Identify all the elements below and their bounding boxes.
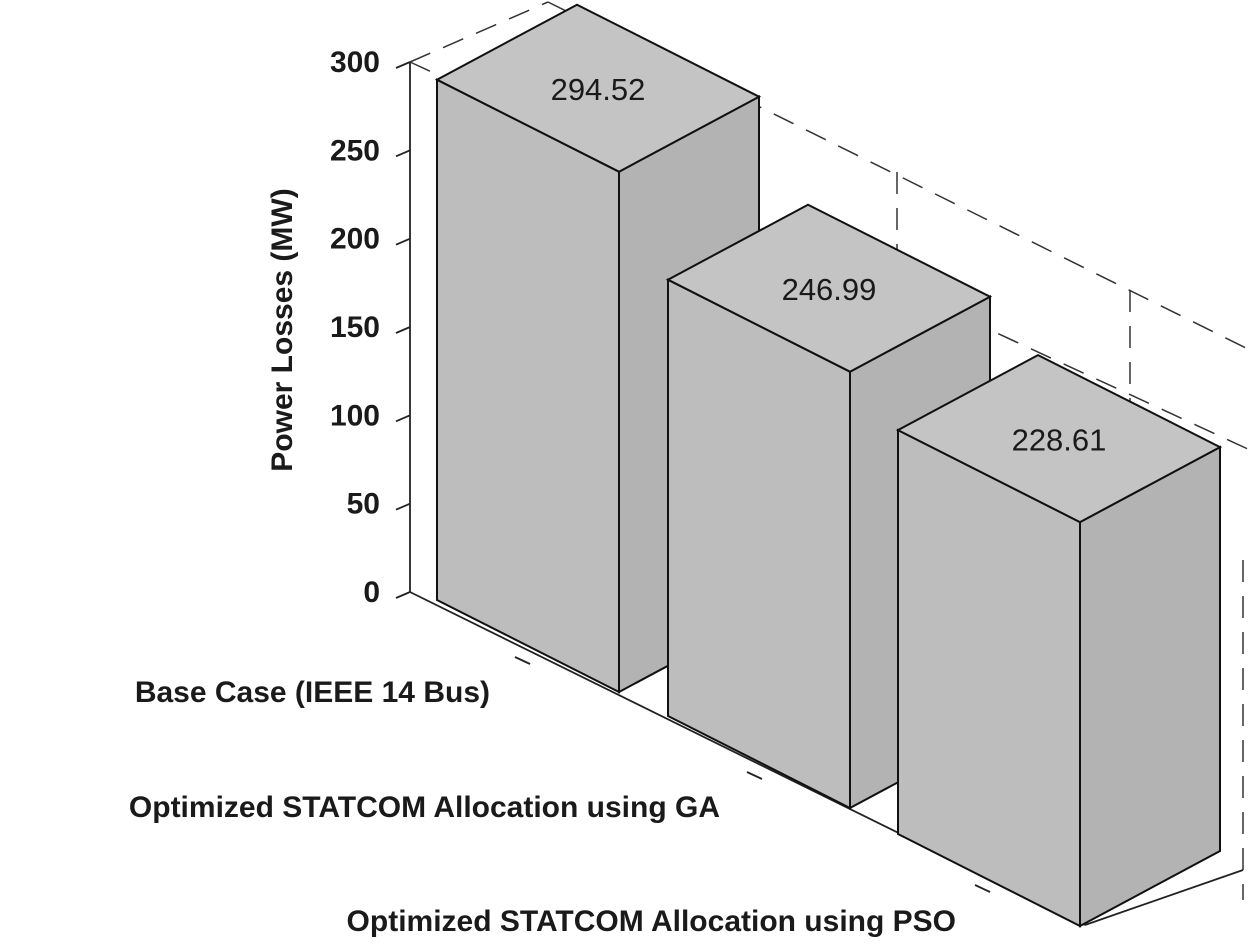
y-tick-mark xyxy=(395,237,411,246)
y-tick-mark xyxy=(395,591,411,599)
grid-line xyxy=(547,1,1250,351)
bar-top-face xyxy=(665,203,993,373)
y-tick-mark xyxy=(395,502,411,511)
y-tick-label: 200 xyxy=(330,223,380,256)
bar-value-label: 228.61 xyxy=(1012,423,1107,458)
x-tick-label: Optimized STATCOM Allocation using PSO xyxy=(347,905,956,938)
x-tick-mark xyxy=(746,771,763,780)
label-layer: 0 50 100 150 200 250 300 Power Losses (MW) 294.5… xyxy=(129,46,1107,938)
bar-top-face xyxy=(895,353,1223,524)
y-tick-label: 50 xyxy=(347,488,380,521)
bar-side-face xyxy=(1079,445,1221,928)
x-tick-label: Base Case (IEEE 14 Bus) xyxy=(135,676,490,709)
y-tick-mark xyxy=(395,326,411,334)
y-tick-mark xyxy=(395,414,411,423)
y-tick-mark xyxy=(395,61,411,69)
bar xyxy=(895,353,1223,928)
x-tick-mark xyxy=(514,656,531,665)
x-tick-mark xyxy=(974,884,991,893)
y-tick-label: 250 xyxy=(330,134,380,167)
bar-top-face xyxy=(434,3,762,173)
x-tick-label: Optimized STATCOM Allocation using GA xyxy=(129,791,720,824)
bar-layer xyxy=(434,3,1223,928)
bar-value-label: 294.52 xyxy=(551,72,646,107)
y-tick-mark xyxy=(395,149,411,158)
bar-front-face xyxy=(436,78,620,694)
bar-value-label: 246.99 xyxy=(782,272,877,307)
y-tick-label: 0 xyxy=(363,576,380,609)
y-tick-label: 100 xyxy=(330,399,380,432)
y-axis-label: Power Losses (MW) xyxy=(266,188,299,471)
floor-edge xyxy=(1084,869,1244,926)
y-tick-label: 150 xyxy=(330,311,380,344)
grid-line xyxy=(409,1,549,63)
y-tick-label: 300 xyxy=(330,46,380,79)
